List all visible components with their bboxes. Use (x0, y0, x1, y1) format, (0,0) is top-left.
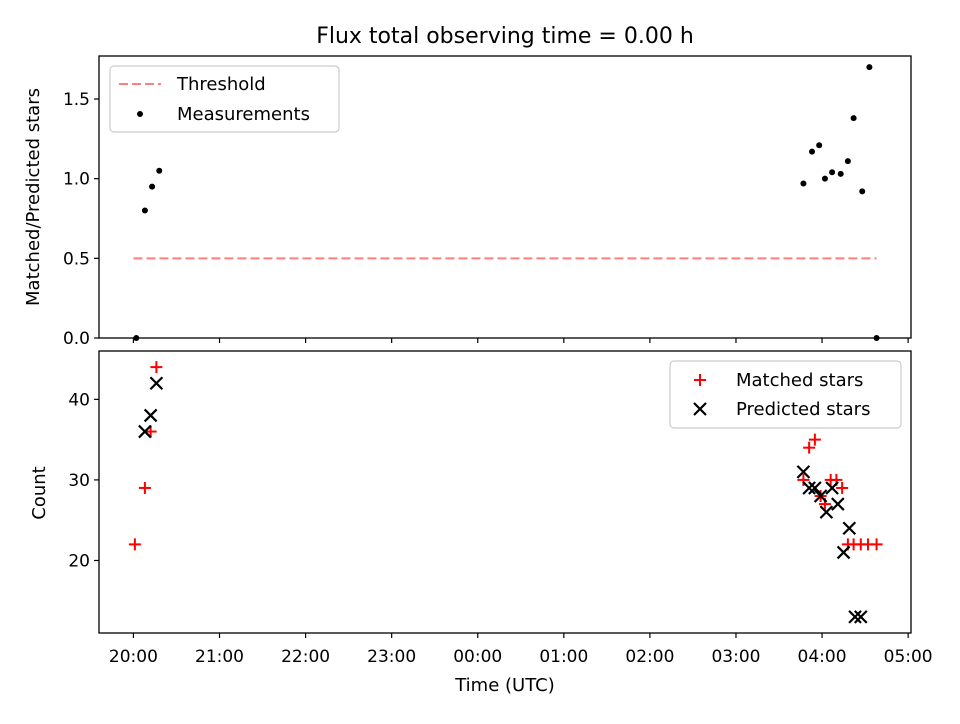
x-tick-label: 20:00 (109, 647, 158, 667)
predicted-star-marker-b (802, 481, 816, 495)
x-tick-label: 04:00 (798, 647, 847, 667)
chart-title: Flux total observing time = 0.00 h (316, 24, 694, 49)
top-legend-box (109, 65, 340, 133)
legend-measurements-swatch (137, 111, 143, 117)
predicted-star-marker-b (825, 481, 839, 495)
predicted-star-marker (831, 497, 845, 511)
predicted-star-marker (796, 465, 811, 479)
bottom-y-tick-label: 40 (68, 390, 90, 410)
predicted-star-marker-b (819, 505, 834, 519)
legend-predicted-swatch (693, 402, 707, 416)
x-tick-label: 00:00 (453, 647, 502, 667)
top-y-tick-label: 0.0 (63, 329, 90, 349)
bottom-y-tick-label: 30 (68, 471, 90, 491)
x-axis-label: Time (UTC) (454, 675, 555, 696)
matched-star-marker (138, 481, 151, 494)
measurement-point (809, 148, 816, 155)
legend-measurements-label: Measurements (177, 104, 310, 125)
measurement-point (859, 188, 866, 195)
measurement-point (156, 167, 163, 174)
measurement-point (837, 170, 844, 177)
matched-star-marker (144, 425, 157, 438)
legend-threshold-label: Threshold (176, 74, 266, 95)
x-tick-label: 02:00 (625, 647, 674, 667)
x-tick-label: 01:00 (539, 647, 588, 667)
predicted-star-marker-b (796, 465, 811, 479)
predicted-star-marker-b (842, 521, 857, 536)
matched-star-marker (150, 361, 163, 374)
predicted-star-marker (149, 376, 164, 391)
predicted-star-marker-b (149, 376, 164, 391)
top-y-tick-label: 1.0 (63, 170, 90, 190)
measurement-point (821, 175, 828, 182)
measurement-point (866, 64, 873, 71)
predicted-star-marker (848, 610, 862, 624)
measurement-point (149, 183, 156, 190)
matched-star-marker (128, 538, 141, 551)
bottom-legend: Matched stars Predicted stars (669, 360, 902, 429)
top-panel: 0.0 0.5 1.0 1.5 Threshold Measurements (63, 55, 912, 349)
x-tick-label: 03:00 (711, 647, 760, 667)
measurement-point (141, 207, 148, 214)
matched-star-marker (797, 473, 810, 486)
predicted-star-marker (819, 505, 834, 519)
predicted-star-marker (842, 521, 857, 536)
legend-matched-label: Matched stars (736, 370, 863, 391)
measurement-point (800, 180, 807, 187)
bottom-plot-frame (98, 350, 912, 634)
bottom-legend-box (669, 360, 902, 429)
measurement-point (844, 158, 851, 165)
x-tick-label: 22:00 (281, 647, 330, 667)
predicted-star-marker-b (854, 610, 868, 624)
top-y-tick-label: 0.5 (63, 249, 90, 269)
predicted-star-marker (802, 481, 816, 495)
predicted-star-marker-b (813, 489, 828, 503)
x-tick-label: 21:00 (195, 647, 244, 667)
predicted-star-marker (808, 481, 822, 495)
legend-predicted-label: Predicted stars (736, 399, 870, 420)
predicted-star-marker (138, 424, 152, 439)
predicted-star-marker (143, 408, 158, 423)
x-tick-label: 23:00 (367, 647, 416, 667)
predicted-star-marker-b (143, 408, 158, 423)
measurement-point (816, 142, 823, 149)
predicted-star-marker (813, 489, 828, 503)
x-tick-label: 05:00 (884, 647, 933, 667)
predicted-star-marker-b (808, 481, 822, 495)
top-plot-frame (98, 55, 912, 339)
legend-matched-swatch (694, 374, 706, 386)
predicted-star-marker (836, 545, 851, 560)
matched-star-marker (808, 433, 821, 446)
predicted-star-marker (825, 481, 839, 495)
measurement-point (829, 169, 836, 176)
bottom-panel: 20 30 40 20:00 21:00 22:00 23:00 00:00 01:00 02:0… (68, 350, 933, 667)
predicted-star-marker-b (836, 545, 851, 560)
matched-star-marker (803, 441, 816, 454)
measurement-point (850, 115, 857, 122)
legend-predicted-swatch-b (693, 402, 707, 416)
bottom-y-tick-label: 20 (68, 551, 90, 571)
predicted-star-marker-b (831, 497, 845, 511)
matched-star-marker (870, 538, 883, 551)
matched-star-marker (836, 481, 849, 494)
top-y-axis-label: Matched/Predicted stars (23, 88, 44, 306)
bottom-y-axis-label: Count (29, 466, 50, 519)
top-legend: Threshold Measurements (109, 65, 340, 133)
predicted-star-marker-b (848, 610, 862, 624)
predicted-star-marker-b (138, 424, 152, 439)
top-y-tick-label: 1.5 (63, 90, 90, 110)
predicted-star-marker (854, 610, 868, 624)
